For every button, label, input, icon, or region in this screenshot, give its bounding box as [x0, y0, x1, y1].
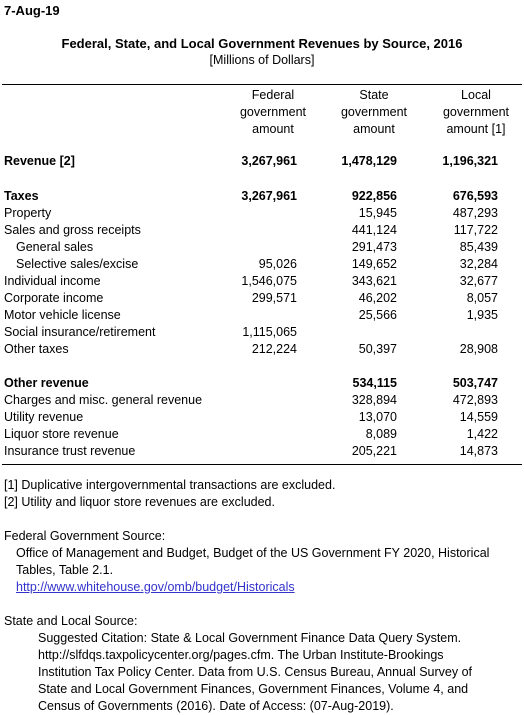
column-header-line: amount	[252, 122, 294, 136]
state-value: 149,652	[351, 257, 397, 271]
footnote: [2] Utility and liquor store revenues ar…	[4, 495, 275, 509]
local-value: 28,908	[459, 342, 498, 356]
state-local-source-text: Suggested Citation: State & Local Govern…	[38, 631, 462, 645]
local-value: 676,593	[452, 189, 498, 203]
row-label: Taxes	[4, 189, 39, 203]
state-value: 8,089	[365, 427, 397, 441]
state-value: 13,070	[358, 410, 397, 424]
row-label: Social insurance/retirement	[4, 325, 156, 339]
row-label: Other revenue	[4, 376, 89, 390]
column-header-federal: Federal government amount	[228, 87, 318, 138]
state-value: 291,473	[351, 240, 397, 254]
state-value: 205,221	[351, 444, 397, 458]
state-local-source-text: State and Local Government Finances, Gov…	[38, 682, 469, 696]
local-value: 472,893	[452, 393, 498, 407]
column-header-line: government	[442, 105, 509, 119]
row-label: Corporate income	[4, 291, 104, 305]
row-label: Revenue [2]	[4, 154, 75, 168]
state-value: 441,124	[351, 223, 397, 237]
table-row: Corporate income 299,571 46,202 8,057	[0, 290, 524, 307]
local-value: 8,057	[466, 291, 498, 305]
table-bottom-rule	[2, 464, 522, 465]
footnote: [1] Duplicative intergovernmental transa…	[4, 478, 336, 492]
column-header-line: State	[359, 88, 389, 102]
row-label: Insurance trust revenue	[4, 444, 136, 458]
table-row: Liquor store revenue 8,089 1,422	[0, 426, 524, 443]
state-value: 922,856	[351, 189, 397, 203]
table-row: Social insurance/retirement 1,115,065	[0, 324, 524, 341]
local-value: 32,284	[459, 257, 498, 271]
state-value: 25,566	[358, 308, 397, 322]
local-value: 14,559	[459, 410, 498, 424]
column-header-line: government	[340, 105, 407, 119]
row-label: Other taxes	[4, 342, 69, 356]
state-local-source-text: Institution Tax Policy Center. Data from…	[38, 665, 473, 679]
state-local-source-heading: State and Local Source:	[4, 614, 138, 628]
state-value: 46,202	[358, 291, 397, 305]
federal-source-link-wrap: http://www.whitehouse.gov/omb/budget/His…	[16, 579, 295, 596]
federal-value: 1,546,075	[241, 274, 297, 288]
state-value: 50,397	[358, 342, 397, 356]
federal-value: 1,115,065	[242, 325, 297, 339]
local-value: 487,293	[452, 206, 498, 220]
federal-value: 299,571	[251, 291, 297, 305]
table-row: Insurance trust revenue 205,221 14,873	[0, 443, 524, 460]
local-value: 1,935	[466, 308, 498, 322]
page-subtitle: [Millions of Dollars]	[209, 53, 315, 67]
column-header-line: amount [1]	[446, 122, 506, 136]
local-value: 14,873	[459, 444, 498, 458]
state-local-source-text: http://slfdqs.taxpolicycenter.org/pages.…	[38, 648, 444, 662]
table-row: Utility revenue 13,070 14,559	[0, 409, 524, 426]
row-label: General sales	[16, 240, 94, 254]
local-value: 117,722	[453, 223, 498, 237]
table-row-revenue: Revenue [2] 3,267,961 1,478,129 1,196,32…	[0, 153, 524, 170]
table-row: Property 15,945 487,293	[0, 205, 524, 222]
table-row: General sales 291,473 85,439	[0, 239, 524, 256]
state-value: 343,621	[351, 274, 397, 288]
federal-value: 3,267,961	[241, 154, 297, 168]
table-row: Selective sales/excise 95,026 149,652 32…	[0, 256, 524, 273]
table-row: Individual income 1,546,075 343,621 32,6…	[0, 273, 524, 290]
state-value: 1,478,129	[341, 154, 397, 168]
local-value: 1,422	[466, 427, 498, 441]
column-header-line: Local	[461, 88, 491, 102]
federal-source-text: Office of Management and Budget, Budget …	[16, 546, 490, 560]
row-label: Utility revenue	[4, 410, 84, 424]
row-label: Property	[4, 206, 52, 220]
state-local-source-text: Census of Governments (2016). Date of Ac…	[38, 699, 394, 713]
row-label: Individual income	[4, 274, 101, 288]
table-row: Sales and gross receipts 441,124 117,722	[0, 222, 524, 239]
state-value: 534,115	[352, 376, 398, 390]
column-header-line: amount	[353, 122, 395, 136]
table-row: Charges and misc. general revenue 328,89…	[0, 392, 524, 409]
federal-source-text: Tables, Table 2.1.	[16, 563, 114, 577]
state-value: 15,945	[358, 206, 397, 220]
column-header-state: State government amount	[326, 87, 422, 138]
local-value: 32,677	[459, 274, 498, 288]
row-label: Selective sales/excise	[16, 257, 139, 271]
local-value: 503,747	[452, 376, 498, 390]
local-value: 85,439	[459, 240, 498, 254]
federal-value: 95,026	[258, 257, 297, 271]
table-row: Other taxes 212,224 50,397 28,908	[0, 341, 524, 358]
federal-source-link[interactable]: http://www.whitehouse.gov/omb/budget/His…	[16, 580, 295, 594]
local-value: 1,196,321	[442, 154, 498, 168]
federal-value: 212,224	[251, 342, 297, 356]
date-label: 7-Aug-19	[4, 3, 60, 18]
column-header-line: government	[239, 105, 306, 119]
state-value: 328,894	[351, 393, 397, 407]
column-header-local: Local government amount [1]	[428, 87, 524, 138]
row-label: Sales and gross receipts	[4, 223, 141, 237]
federal-value: 3,267,961	[241, 189, 297, 203]
column-header-line: Federal	[251, 88, 295, 102]
table-row-other-revenue: Other revenue 534,115 503,747	[0, 375, 524, 392]
table-top-rule	[2, 84, 522, 85]
row-label: Liquor store revenue	[4, 427, 119, 441]
table-row-taxes: Taxes 3,267,961 922,856 676,593	[0, 188, 524, 205]
row-label: Charges and misc. general revenue	[4, 393, 203, 407]
table-row: Motor vehicle license 25,566 1,935	[0, 307, 524, 324]
federal-source-heading: Federal Government Source:	[4, 529, 166, 543]
row-label: Motor vehicle license	[4, 308, 121, 322]
page-title: Federal, State, and Local Government Rev…	[61, 36, 463, 51]
